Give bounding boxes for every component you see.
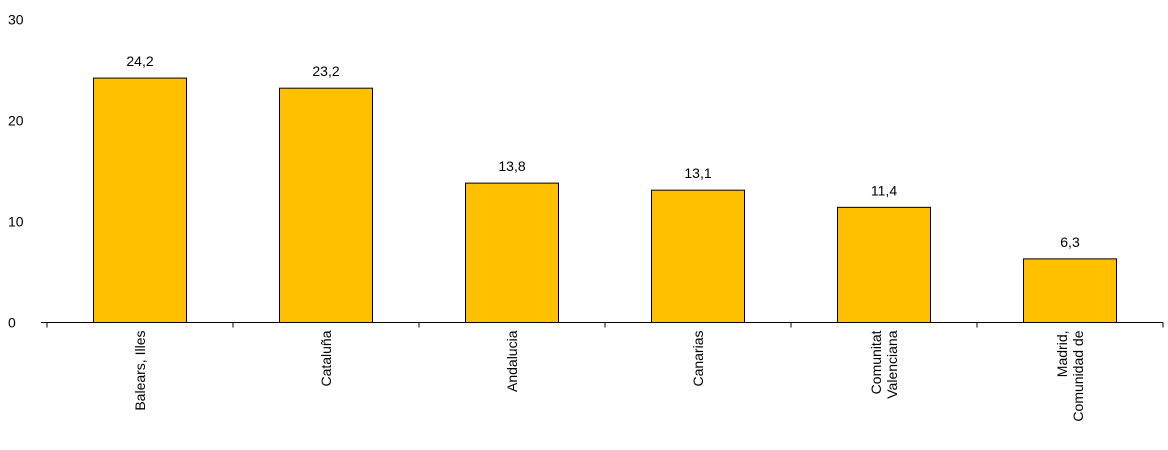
y-tick-label: 30 [8,12,24,28]
y-tick-label: 10 [8,214,24,230]
category-label: Madrid, Comunidad de [1054,330,1086,421]
x-axis-labels: Balears, Illes Cataluña Andalucia Canarias C… [132,330,1086,421]
y-axis-ticks: 0 10 20 30 [8,12,1164,331]
data-label: 13,8 [498,158,525,174]
category-label: Canarias [690,331,706,387]
category-label-line: Canarias [690,331,706,387]
data-label: 23,2 [312,63,339,79]
bar [1023,258,1117,323]
data-labels: 24,2 23,2 13,8 13,1 11,4 6,3 [126,53,1080,250]
bar [279,87,373,324]
data-label: 24,2 [126,53,153,69]
category-label-line: Valenciana [884,330,900,398]
category-label: Cataluña [318,330,334,386]
bar [93,77,187,323]
category-label-line: Balears, Illes [132,331,148,411]
data-label: 6,3 [1060,234,1080,250]
category-label-line: Cataluña [318,330,334,386]
data-label: 11,4 [871,182,897,198]
bar [651,189,745,323]
category-label-line: Madrid, [1054,331,1070,378]
category-label-line: Andalucia [504,330,520,392]
y-tick-label: 0 [8,315,16,331]
category-label-line: Comunitat [868,330,884,394]
category-label: Balears, Illes [132,331,148,411]
bar [465,182,559,323]
bars [93,77,1117,324]
bar [837,206,931,323]
category-label: Comunitat Valenciana [868,330,900,398]
category-label-line: Comunidad de [1070,330,1086,421]
data-label: 13,1 [684,165,711,181]
category-label: Andalucia [504,330,520,392]
y-tick-label: 20 [8,113,24,129]
